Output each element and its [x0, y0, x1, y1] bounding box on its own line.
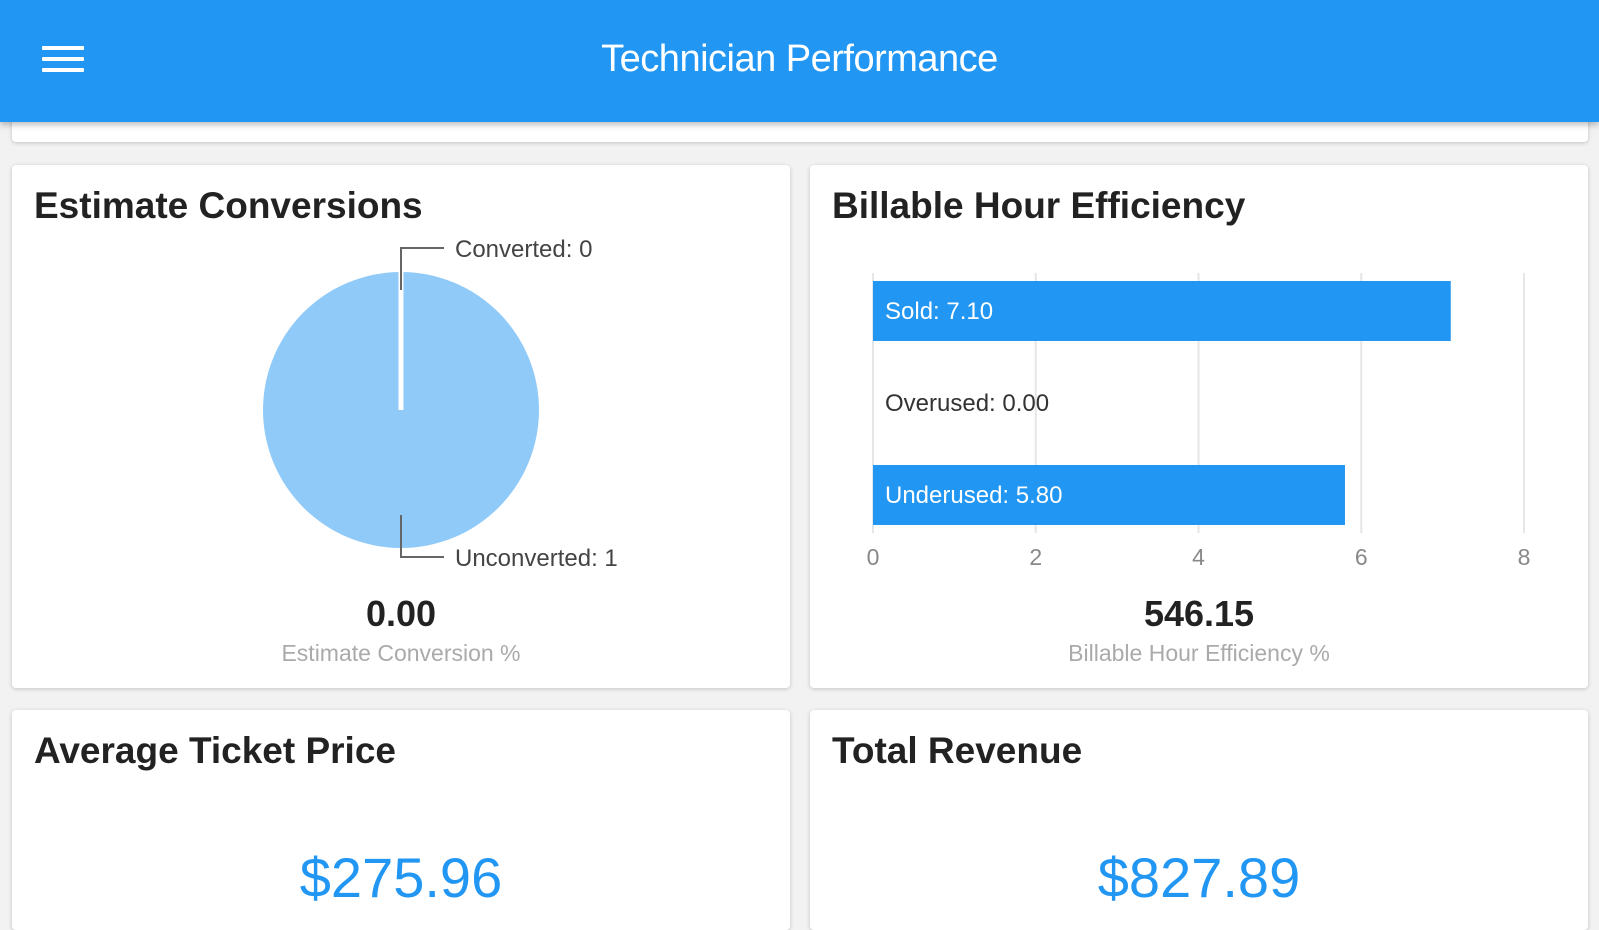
bar-chart: 0 2 4 6 8 Sold: 7.10 Overused: 0.00 Underused: …: [867, 273, 1531, 570]
average-ticket-card: Average Ticket Price $275.96: [12, 710, 790, 930]
bar-underused: [873, 465, 1345, 525]
x-tick-label: 4: [1192, 544, 1205, 570]
page-title: Technician Performance: [601, 38, 998, 80]
x-tick-label: 8: [1518, 544, 1531, 570]
card-title: Average Ticket Price: [34, 730, 396, 771]
x-tick-label: 2: [1029, 544, 1042, 570]
x-tick-label: 0: [867, 544, 880, 570]
conversion-caption: Estimate Conversion %: [281, 640, 521, 666]
estimate-conversions-card: Estimate Conversions Converted: 0 Unconv…: [12, 165, 790, 688]
leader-line: [400, 515, 444, 558]
bar-label: Underused: 5.80: [885, 482, 1062, 509]
pie-label-converted: Converted: 0: [455, 236, 592, 263]
total-revenue-card: Total Revenue $827.89: [810, 710, 1588, 930]
conversion-value: 0.00: [365, 593, 437, 634]
bar-label: Overused: 0.00: [885, 390, 1049, 417]
x-tick-label: 6: [1355, 544, 1368, 570]
billable-hour-card: Billable Hour Efficiency 0 2 4 6 8 Sold: 7.10…: [810, 165, 1588, 688]
pie-label-unconverted: Unconverted: 1: [455, 545, 618, 572]
bar-sold: [873, 281, 1451, 341]
card-title: Estimate Conversions: [34, 185, 423, 226]
card-title: Total Revenue: [832, 730, 1083, 771]
bar-label: Sold: 7.10: [885, 298, 993, 325]
leader-line: [400, 247, 444, 290]
average-ticket-value: $275.96: [299, 846, 503, 909]
hamburger-menu-icon[interactable]: [42, 46, 84, 76]
total-revenue-value: $827.89: [1097, 846, 1301, 909]
efficiency-caption: Billable Hour Efficiency %: [1068, 640, 1330, 666]
app-bar: Technician Performance: [0, 0, 1599, 122]
card-title: Billable Hour Efficiency: [832, 185, 1246, 226]
efficiency-value: 546.15: [1143, 593, 1255, 634]
pie-chart: Converted: 0 Unconverted: 1: [263, 236, 618, 572]
